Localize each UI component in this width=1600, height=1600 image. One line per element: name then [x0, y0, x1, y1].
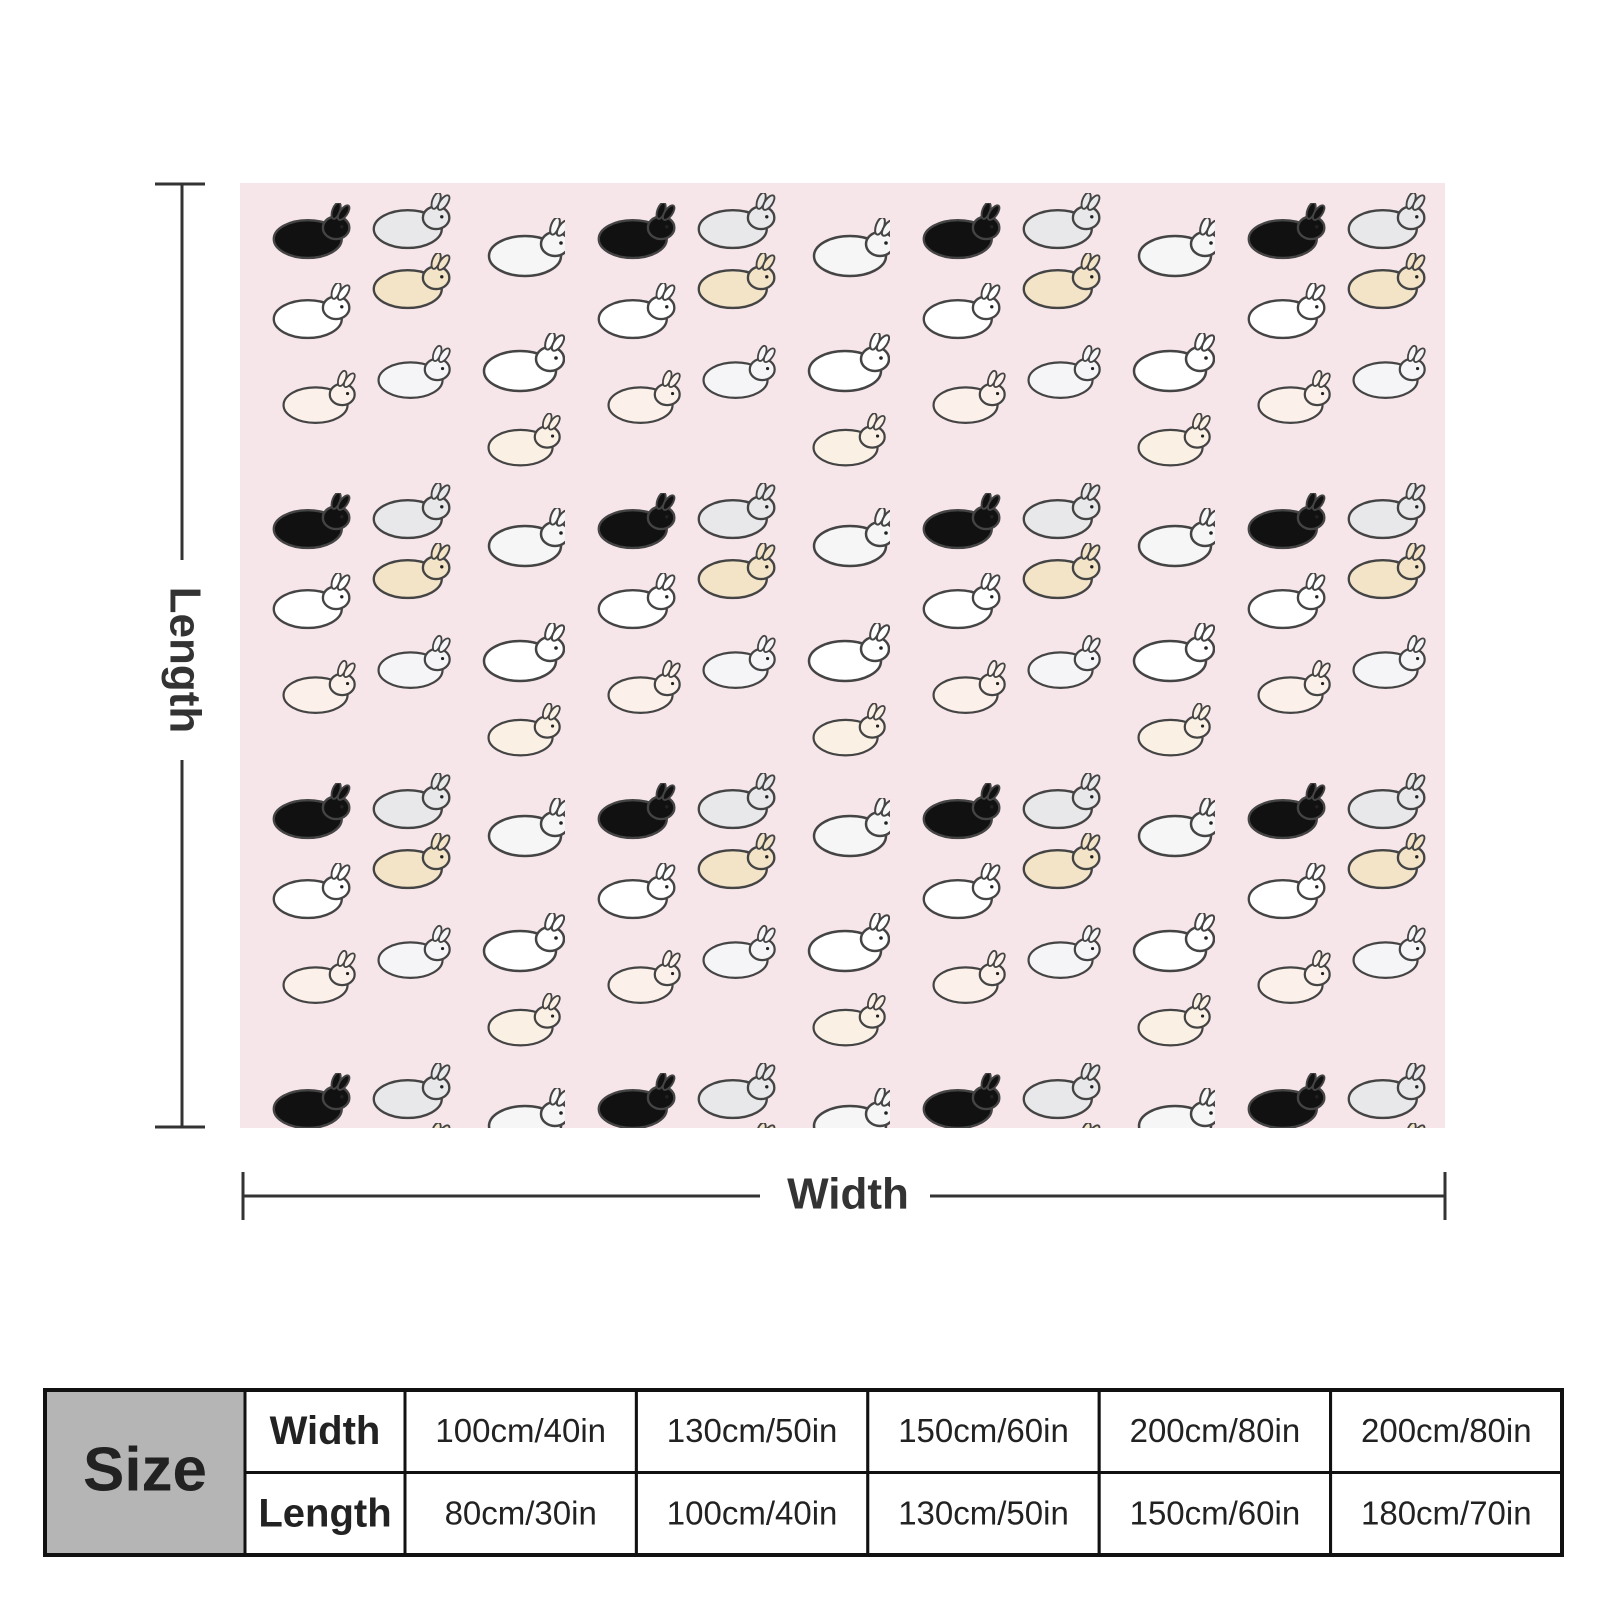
size-cell [1329, 1471, 1564, 1557]
length-label: Length [160, 587, 209, 734]
width-dimension: Width [241, 1170, 1447, 1220]
row-label: Length [258, 1491, 391, 1535]
row-label-cell [243, 1388, 407, 1474]
size-cell [403, 1471, 638, 1557]
size-value: 100cm/40in [435, 1412, 606, 1449]
length-dimension: Length [155, 182, 209, 1129]
table-header: Size [83, 1435, 207, 1504]
size-value: 130cm/50in [667, 1412, 838, 1449]
size-cell [1097, 1471, 1333, 1557]
size-value: 80cm/30in [445, 1494, 597, 1531]
size-table: Size Width 100cm/40in 130cm/50in 150cm/60in… [43, 1388, 1564, 1557]
size-value: 130cm/50in [898, 1494, 1069, 1531]
row-label: Width [270, 1409, 381, 1453]
size-value: 200cm/80in [1130, 1412, 1301, 1449]
blanket [240, 183, 1445, 1128]
table-border [43, 1388, 1564, 1557]
size-cell [866, 1388, 1101, 1474]
width-label: Width [787, 1170, 909, 1219]
size-value: 180cm/70in [1361, 1494, 1532, 1531]
size-value: 200cm/80in [1361, 1412, 1532, 1449]
size-cell [866, 1471, 1101, 1557]
size-cell [634, 1471, 870, 1557]
size-value: 150cm/60in [1130, 1494, 1301, 1531]
size-value: 100cm/40in [667, 1494, 838, 1531]
size-cell [634, 1388, 870, 1474]
size-value: 150cm/60in [898, 1412, 1069, 1449]
